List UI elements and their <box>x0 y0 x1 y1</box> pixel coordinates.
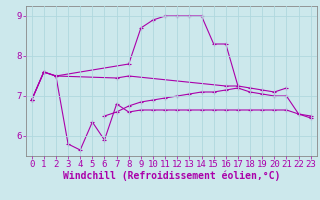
X-axis label: Windchill (Refroidissement éolien,°C): Windchill (Refroidissement éolien,°C) <box>62 171 280 181</box>
